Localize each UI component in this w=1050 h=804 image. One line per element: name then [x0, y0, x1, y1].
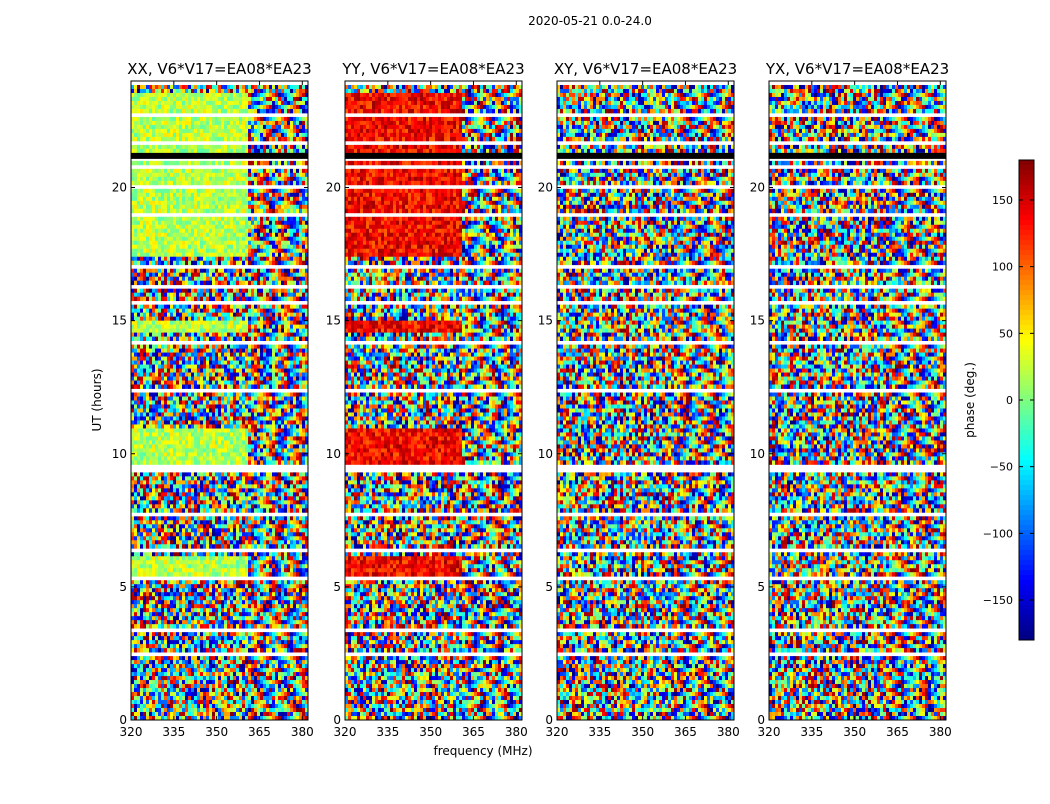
xtick-label-3-350: 350 [631, 725, 654, 739]
xtick-label-1-350: 350 [205, 725, 228, 739]
colorbar-tick-label-150: 150 [992, 194, 1013, 207]
flag-bar-3 [557, 153, 734, 159]
heatmap-cells-3 [557, 85, 734, 720]
ytick-label-1-0: 0 [119, 713, 127, 727]
figure-title: 2020-05-21 0.0-24.0 [0, 14, 1050, 28]
flag-bar-2 [345, 153, 522, 159]
xtick-label-4-335: 335 [800, 725, 823, 739]
heatmap-cells-2 [345, 85, 522, 720]
xtick-label-2-365: 365 [462, 725, 485, 739]
ytick-label-3-15: 15 [538, 314, 553, 328]
ytick-label-1-15: 15 [112, 314, 127, 328]
colorbar-tick-label-50: 50 [999, 327, 1013, 340]
xtick-label-2-335: 335 [376, 725, 399, 739]
ytick-label-2-15: 15 [326, 314, 341, 328]
x-axis-label: frequency (MHz) [433, 744, 532, 758]
ytick-label-4-20: 20 [750, 181, 765, 195]
plot-canvas: XX, V6*V17=EA08*EA23 320 335 350 365 380 0 5 10 1… [0, 0, 1050, 800]
xtick-label-3-380: 380 [717, 725, 740, 739]
xtick-label-3-320: 320 [546, 725, 569, 739]
xtick-label-1-365: 365 [248, 725, 271, 739]
xtick-label-4-320: 320 [758, 725, 781, 739]
panel-title-2: YY, V6*V17=EA08*EA23 [341, 60, 524, 78]
heatmap-cells-1 [131, 85, 308, 720]
ytick-label-3-10: 10 [538, 447, 553, 461]
ytick-label-2-5: 5 [333, 580, 341, 594]
xtick-label-4-380: 380 [929, 725, 952, 739]
xtick-label-4-350: 350 [843, 725, 866, 739]
y-axis-label: UT (hours) [90, 368, 104, 431]
colorbar-tick-label--150: −150 [983, 594, 1013, 607]
colorbar-label: phase (deg.) [963, 362, 977, 438]
colorbar-tick-label--100: −100 [983, 527, 1013, 540]
figure: 2020-05-21 0.0-24.0 XX, V6*V17=EA08*EA23… [0, 0, 1050, 800]
colorbar-tick-label-0: 0 [1006, 394, 1013, 407]
ytick-label-2-10: 10 [326, 447, 341, 461]
colorbar-tick-label--50: −50 [990, 461, 1013, 474]
ytick-label-1-20: 20 [112, 181, 127, 195]
ytick-label-4-0: 0 [757, 713, 765, 727]
ytick-label-3-20: 20 [538, 181, 553, 195]
panel-title-4: YX, V6*V17=EA08*EA23 [765, 60, 949, 78]
xtick-label-1-335: 335 [162, 725, 185, 739]
panel-title-1: XX, V6*V17=EA08*EA23 [127, 60, 311, 78]
xtick-label-2-320: 320 [334, 725, 357, 739]
flag-bar-4 [769, 153, 946, 159]
heatmap-cells-4 [769, 85, 946, 720]
ytick-label-2-0: 0 [333, 713, 341, 727]
xtick-label-4-365: 365 [886, 725, 909, 739]
xtick-label-3-365: 365 [674, 725, 697, 739]
ytick-label-4-10: 10 [750, 447, 765, 461]
ytick-label-3-0: 0 [545, 713, 553, 727]
ytick-label-3-5: 5 [545, 580, 553, 594]
ytick-label-4-15: 15 [750, 314, 765, 328]
xtick-label-1-320: 320 [120, 725, 143, 739]
ytick-label-2-20: 20 [326, 181, 341, 195]
panel-title-3: XY, V6*V17=EA08*EA23 [554, 60, 737, 78]
xtick-label-2-380: 380 [505, 725, 528, 739]
flag-bar-1 [131, 153, 308, 159]
ytick-label-1-5: 5 [119, 580, 127, 594]
xtick-label-2-350: 350 [419, 725, 442, 739]
colorbar-tick-label-100: 100 [992, 261, 1013, 274]
xtick-label-3-335: 335 [588, 725, 611, 739]
ytick-label-4-5: 5 [757, 580, 765, 594]
ytick-label-1-10: 10 [112, 447, 127, 461]
xtick-label-1-380: 380 [291, 725, 314, 739]
